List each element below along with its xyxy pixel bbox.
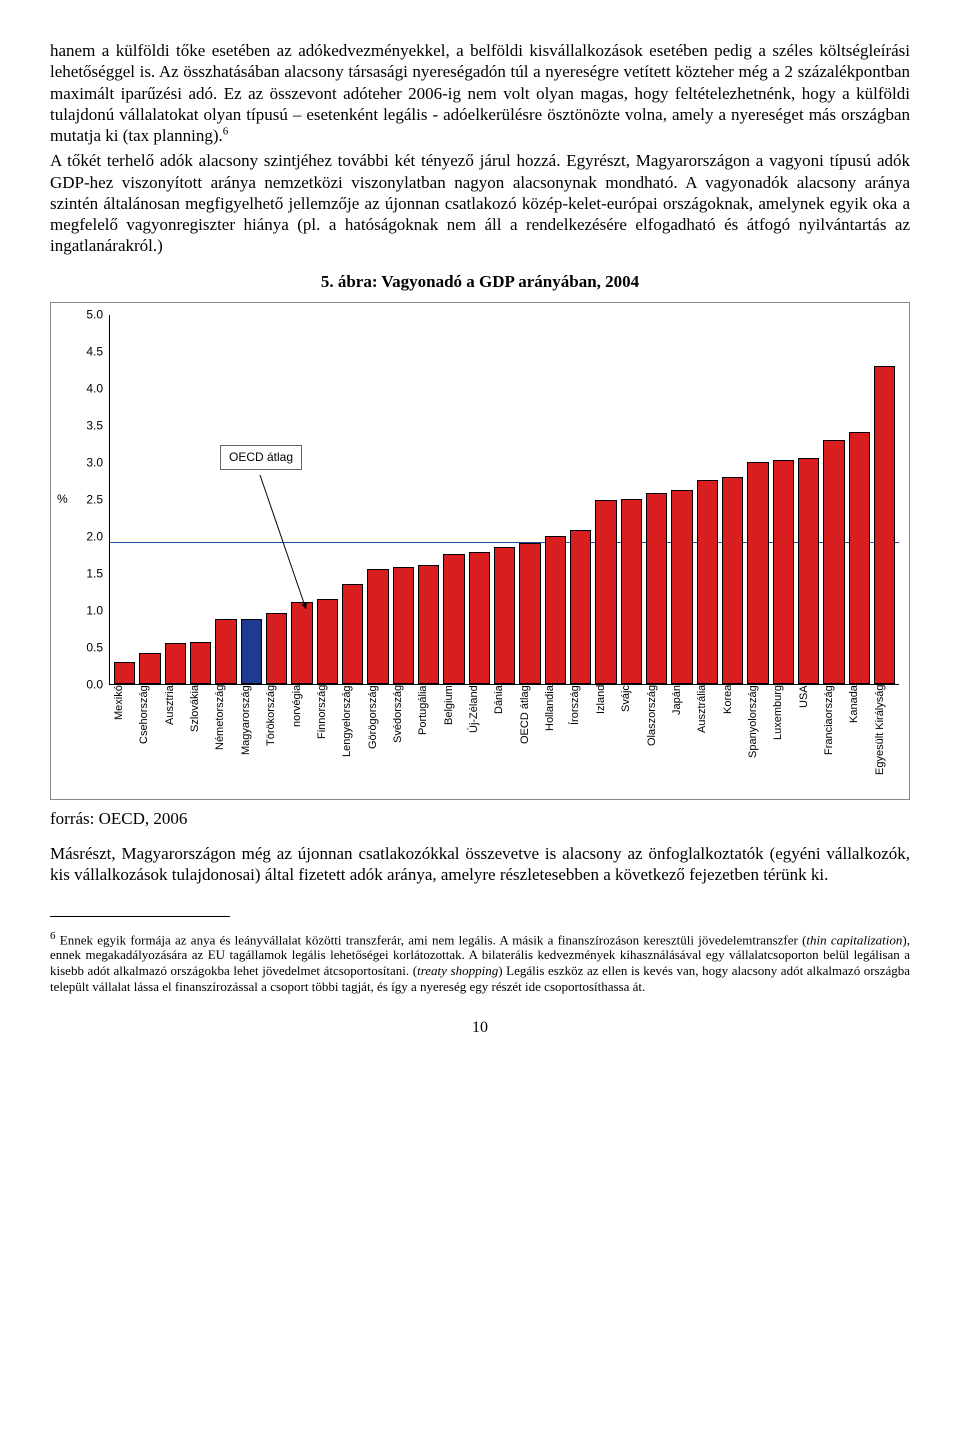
x-label: Belgium <box>443 685 464 795</box>
x-label: Svájc <box>620 685 641 795</box>
x-label: Szlovákia <box>189 685 210 795</box>
y-tick: 0.5 <box>63 640 103 655</box>
x-label: USA <box>798 685 819 795</box>
bar-belgium <box>443 554 464 684</box>
x-axis-labels: MexikóCsehországAusztriaSzlovákiaNémetor… <box>61 685 899 795</box>
bar-csehország <box>139 653 160 684</box>
x-label: Lengyelország <box>341 685 362 795</box>
bar-japán <box>671 490 692 684</box>
bar-oecd-átlag <box>519 543 540 684</box>
x-label: Mexikó <box>113 685 134 795</box>
fn-i1: thin capitalization <box>806 932 902 947</box>
footnote-separator <box>50 916 230 917</box>
bar-svájc <box>621 499 642 684</box>
x-label: Portugália <box>417 685 438 795</box>
bar-finnország <box>317 599 338 684</box>
page-number: 10 <box>50 1018 910 1038</box>
y-tick: 4.5 <box>63 344 103 359</box>
y-tick: 3.0 <box>63 455 103 470</box>
x-label: Korea <box>722 685 743 795</box>
bar-szlovákia <box>190 642 211 683</box>
chart-area: 0.00.51.01.52.02.53.03.54.04.55.0 % OECD… <box>61 315 899 685</box>
bar-ausztrália <box>697 480 718 684</box>
bar-usa <box>798 458 819 684</box>
chart-source: forrás: OECD, 2006 <box>50 808 910 829</box>
bar-korea <box>722 477 743 684</box>
bar-magyarország <box>241 619 262 684</box>
x-label: Svédország <box>392 685 413 795</box>
x-label: norvégia <box>291 685 312 795</box>
x-label: Finnország <box>316 685 337 795</box>
chart-title: 5. ábra: Vagyonadó a GDP arányában, 2004 <box>50 271 910 292</box>
y-axis: 0.00.51.01.52.02.53.03.54.04.55.0 <box>61 315 109 685</box>
y-tick: 1.0 <box>63 603 103 618</box>
x-label: Ausztrália <box>696 685 717 795</box>
x-label: Franciaország <box>823 685 844 795</box>
p1-text: hanem a külföldi tőke esetében az adóked… <box>50 41 910 145</box>
bar-egyesült-királyság <box>874 366 895 684</box>
bar-lengyelország <box>342 584 363 684</box>
y-tick: 0.0 <box>63 677 103 692</box>
bar-németország <box>215 619 236 684</box>
y-tick: 1.5 <box>63 566 103 581</box>
x-label: Olaszország <box>646 685 667 795</box>
x-label: Törökország <box>265 685 286 795</box>
bar-dánia <box>494 547 515 684</box>
x-label: Új-Zéland <box>468 685 489 795</box>
x-label: Németország <box>214 685 235 795</box>
footnote-6: 6 Ennek egyik formája az anya és leányvá… <box>50 930 910 995</box>
y-tick: 3.5 <box>63 418 103 433</box>
x-label: Japán <box>671 685 692 795</box>
y-tick: 4.0 <box>63 381 103 396</box>
fn-t1: Ennek egyik formája az anya és leányváll… <box>56 932 807 947</box>
bar-portugália <box>418 565 439 683</box>
bar-görögország <box>367 569 388 684</box>
bar-ausztria <box>165 643 186 684</box>
x-label: Hollandia <box>544 685 565 795</box>
y-axis-label: % <box>57 492 68 507</box>
chart-frame: 0.0 0.5 1.0 1.5 2.0 2.5 3.0 3.5 4.0 4.5 5.0 % OECD… <box>50 302 910 800</box>
x-label: Csehország <box>138 685 159 795</box>
bar-mexikó <box>114 662 135 684</box>
legend-oecd-atlag: OECD átlag <box>220 445 302 470</box>
bar-norvégia <box>291 602 312 683</box>
footnote-ref-6: 6 <box>223 125 229 137</box>
bar-olaszország <box>646 493 667 684</box>
bar-törökország <box>266 613 287 683</box>
bar-kanada <box>849 432 870 684</box>
body-paragraph-3: Másrészt, Magyarországon még az újonnan … <box>50 843 910 886</box>
bar-svédország <box>393 567 414 684</box>
bar-spanyolország <box>747 462 768 684</box>
bar-franciaország <box>823 440 844 684</box>
bar-hollandia <box>545 536 566 684</box>
x-label: Kanada <box>848 685 869 795</box>
x-label: OECD átlag <box>519 685 540 795</box>
y-tick: 5.0 <box>63 307 103 322</box>
y-tick: 2.5 <box>63 492 103 507</box>
x-label: Egyesült Királyság <box>874 685 895 795</box>
fn-i2: treaty shopping <box>417 963 498 978</box>
bar-új-zéland <box>469 552 490 684</box>
x-label: Ausztria <box>164 685 185 795</box>
x-label: Magyarország <box>240 685 261 795</box>
body-paragraph-2: A tőkét terhelő adók alacsony szintjéhez… <box>50 150 910 256</box>
bar-izland <box>595 500 616 684</box>
plot-area: OECD átlag <box>109 315 899 685</box>
y-tick: 2.0 <box>63 529 103 544</box>
x-label: Görögország <box>367 685 388 795</box>
body-paragraph-1: hanem a külföldi tőke esetében az adóked… <box>50 40 910 146</box>
bars-container <box>110 315 899 684</box>
x-label: Spanyolország <box>747 685 768 795</box>
x-label: Írország <box>569 685 590 795</box>
bar-írország <box>570 530 591 684</box>
x-label: Luxemburg <box>772 685 793 795</box>
bar-luxemburg <box>773 460 794 683</box>
x-label: Izland <box>595 685 616 795</box>
x-label: Dánia <box>493 685 514 795</box>
